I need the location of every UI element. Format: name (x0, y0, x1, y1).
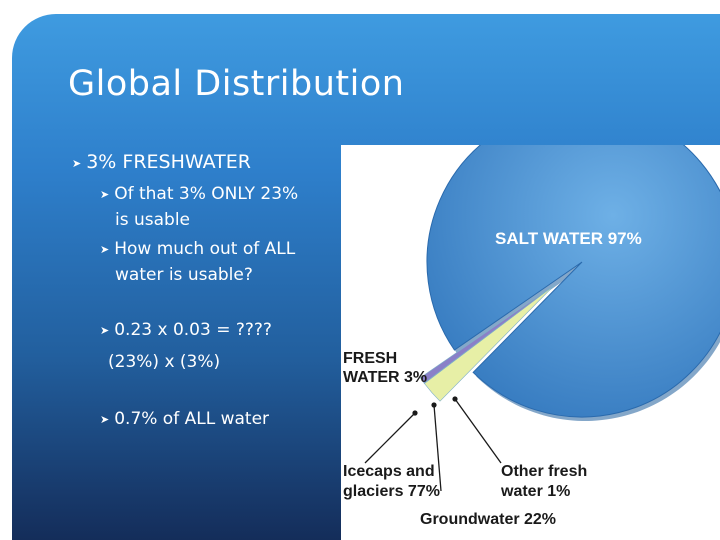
bullet-usable-share: ➤ Of that 3% ONLY 23% is usable (100, 182, 330, 233)
label-groundwater: Groundwater 22% (420, 511, 556, 528)
bullet-text: 0.7% of ALL water (114, 409, 270, 429)
arrow-bullet-icon: ➤ (72, 157, 82, 170)
arrow-bullet-icon: ➤ (100, 188, 110, 201)
bullet-text-continued: water is usable? (115, 265, 253, 285)
bullet-answer: ➤ 0.7% of ALL water (100, 409, 269, 429)
bullet-question: ➤ How much out of ALL water is usable? (100, 237, 330, 288)
arrow-bullet-icon: ➤ (100, 324, 110, 337)
chart-panel: SALT WATER 97% FRESH WATER 3% Icecaps an… (341, 145, 720, 540)
label-salt-water: SALT WATER 97% (495, 229, 642, 248)
label-icecaps-line1: Icecaps and (343, 463, 435, 480)
bullet-calculation: ➤ 0.23 x 0.03 = ???? (100, 320, 272, 340)
pie-slice-salt-water (426, 145, 720, 418)
leader-line-groundwater-dot (431, 402, 437, 408)
bullet-text: 3% FRESHWATER (86, 151, 251, 173)
arrow-bullet-icon: ➤ (100, 413, 110, 426)
leader-line-groundwater (433, 404, 442, 492)
calculation-subtext: (23%) x (3%) (108, 352, 221, 372)
leader-line-other-fresh (454, 398, 502, 464)
bullet-freshwater: ➤ 3% FRESHWATER (72, 151, 251, 173)
label-icecaps-line2: glaciers 77% (343, 483, 440, 500)
label-fresh-water-line2: WATER 3% (343, 369, 427, 386)
label-other-fresh-line1: Other fresh (501, 463, 587, 480)
bullet-text: How much out of ALL (114, 239, 296, 259)
label-fresh-water-line1: FRESH (343, 350, 397, 367)
water-distribution-pie-chart: SALT WATER 97% FRESH WATER 3% Icecaps an… (343, 145, 720, 528)
label-other-fresh-line2: water 1% (500, 483, 570, 500)
leader-line-icecaps-dot (412, 410, 418, 416)
leader-line-icecaps (364, 412, 416, 464)
pie-slice-groundwater (419, 284, 555, 384)
bullet-text: Of that 3% ONLY 23% (114, 184, 299, 204)
bullet-text-continued: is usable (115, 210, 191, 230)
slide-title: Global Distribution (68, 64, 405, 104)
arrow-bullet-icon: ➤ (100, 243, 110, 256)
bullet-text: 0.23 x 0.03 = ???? (114, 320, 272, 340)
leader-line-other-fresh-dot (452, 396, 458, 402)
